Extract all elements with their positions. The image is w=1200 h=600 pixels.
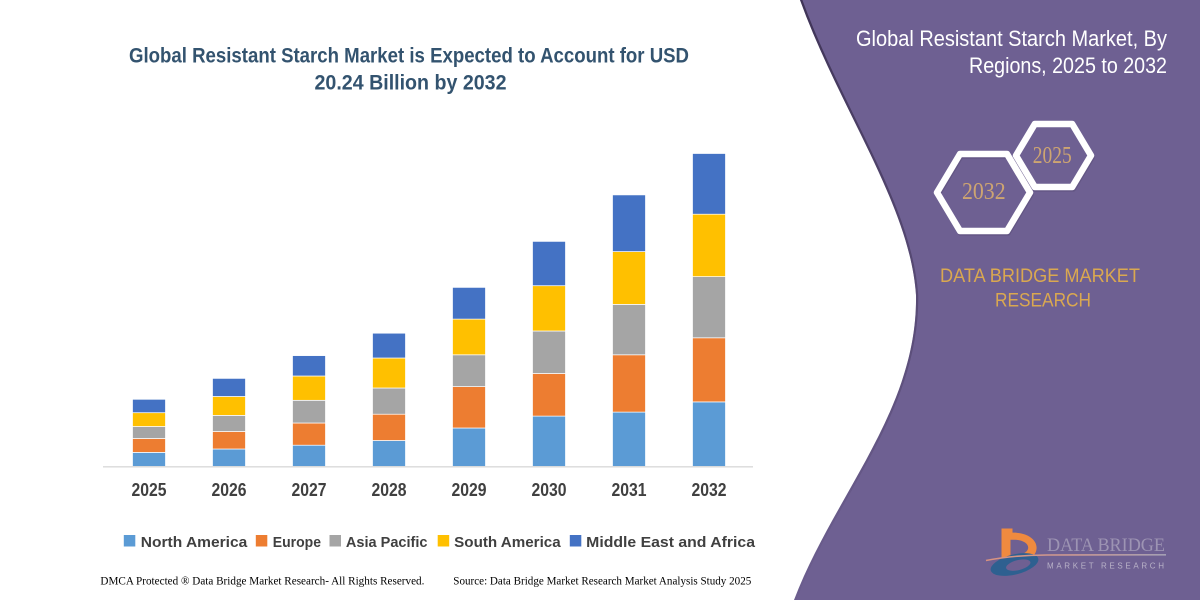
svg-text:Global Resistant Starch Market: Global Resistant Starch Market is Expect… [129, 44, 689, 68]
svg-text:Middle East and Africa: Middle East and Africa [586, 534, 755, 551]
svg-text:2029: 2029 [452, 480, 487, 500]
svg-text:Europe: Europe [273, 534, 321, 551]
svg-text:2031: 2031 [612, 480, 647, 500]
svg-text:2030: 2030 [532, 480, 567, 500]
svg-text:2025: 2025 [1033, 143, 1072, 169]
svg-text:Regions, 2025 to 2032: Regions, 2025 to 2032 [969, 53, 1167, 78]
svg-text:MARKET RESEARCH: MARKET RESEARCH [1047, 562, 1164, 571]
svg-text:DATA BRIDGE: DATA BRIDGE [1047, 535, 1165, 556]
svg-text:2025: 2025 [132, 480, 167, 500]
svg-text:20.24 Billion by 2032: 20.24 Billion by 2032 [315, 71, 507, 95]
svg-text:2026: 2026 [212, 480, 247, 500]
svg-text:DMCA Protected ® Data Bridge M: DMCA Protected ® Data Bridge Market Rese… [100, 576, 424, 588]
svg-text:2032: 2032 [692, 480, 727, 500]
svg-text:South America: South America [454, 534, 561, 551]
svg-text:Asia Pacific: Asia Pacific [346, 534, 428, 551]
svg-text:2027: 2027 [292, 480, 327, 500]
svg-text:North America: North America [141, 534, 248, 551]
svg-text:Source: Data Bridge Market Res: Source: Data Bridge Market Research Mark… [453, 576, 751, 588]
svg-text:RESEARCH: RESEARCH [995, 291, 1091, 312]
svg-text:2028: 2028 [372, 480, 407, 500]
svg-text:2032: 2032 [962, 179, 1006, 205]
svg-text:DATA BRIDGE MARKET: DATA BRIDGE MARKET [940, 266, 1140, 287]
svg-text:Global Resistant Starch Market: Global Resistant Starch Market, By [856, 26, 1168, 51]
